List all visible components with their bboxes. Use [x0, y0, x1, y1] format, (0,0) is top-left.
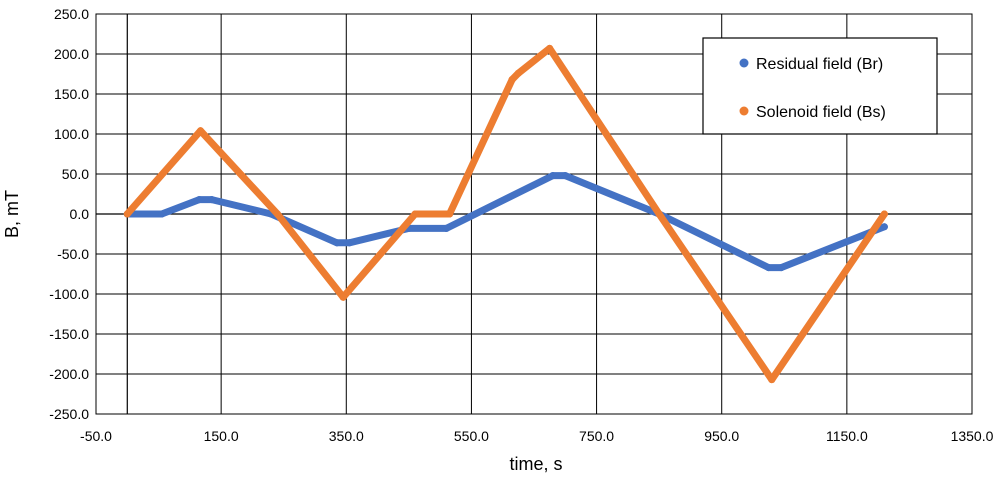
data-point: [123, 210, 131, 218]
series-line-segment: [446, 76, 516, 218]
data-point: [411, 210, 419, 218]
series-line-segment: [273, 210, 347, 301]
series-line-segment: [208, 196, 275, 218]
series-line-segment: [561, 172, 663, 218]
series-line-segment: [655, 210, 773, 272]
series-line-segment: [339, 210, 419, 301]
data-point: [339, 293, 347, 301]
data-point: [208, 196, 216, 204]
y-axis-title: B, mT: [2, 190, 22, 238]
x-tick-label: 150.0: [204, 428, 239, 444]
x-tick-label: 550.0: [454, 428, 489, 444]
data-point: [196, 127, 204, 135]
data-point: [446, 210, 454, 218]
x-tick-label: -50.0: [80, 428, 112, 444]
series-line-segment: [196, 127, 281, 218]
y-tick-label: -50.0: [57, 246, 89, 262]
legend-label-solenoid-field: Solenoid field (Bs): [756, 104, 886, 121]
data-point: [549, 172, 557, 180]
series-solenoid-field: [123, 44, 888, 384]
data-point: [655, 210, 663, 218]
data-point: [880, 210, 888, 218]
y-tick-label: 100.0: [54, 126, 89, 142]
x-tick-label: 750.0: [579, 428, 614, 444]
series-line-segment: [158, 196, 203, 218]
data-point: [561, 172, 569, 180]
y-tick-label: -150.0: [49, 326, 89, 342]
data-point: [333, 239, 341, 247]
y-tick-label: 50.0: [62, 166, 89, 182]
data-point: [273, 210, 281, 218]
y-tick-label: -200.0: [49, 366, 89, 382]
y-tick-label: -250.0: [49, 406, 89, 422]
y-axis-ticks: 250.0 200.0 150.0 100.0 50.0 0.0 -50.0 -100.0 -1…: [49, 6, 89, 422]
series-line-segment: [442, 172, 557, 232]
data-point: [765, 264, 773, 272]
series-residual-field: [123, 172, 888, 272]
x-axis-ticks: -50.0 150.0 350.0 550.0 750.0 950.0 1150.0 1350…: [80, 428, 994, 444]
x-tick-label: 950.0: [704, 428, 739, 444]
legend: Residual field (Br) Solenoid field (Bs): [702, 37, 938, 135]
legend-marker-residual-field: [739, 58, 749, 68]
y-tick-label: 200.0: [54, 46, 89, 62]
data-point: [777, 264, 785, 272]
data-point: [508, 76, 516, 84]
data-point: [195, 196, 203, 204]
data-point: [768, 376, 776, 384]
series-line-segment: [768, 210, 888, 384]
x-tick-label: 1350.0: [951, 428, 994, 444]
y-tick-label: 250.0: [54, 6, 89, 22]
series-line-segment: [514, 44, 554, 77]
y-tick-label: 0.0: [70, 206, 90, 222]
legend-marker-solenoid-field: [739, 106, 749, 116]
series-line-segment: [123, 127, 204, 218]
series: [123, 44, 888, 384]
series-line-segment: [655, 210, 776, 384]
data-point: [880, 223, 888, 231]
data-point: [546, 44, 554, 52]
data-point: [514, 69, 522, 77]
data-point: [158, 210, 166, 218]
y-tick-label: -100.0: [49, 286, 89, 302]
data-point: [345, 239, 353, 247]
legend-label-residual-field: Residual field (Br): [756, 56, 883, 73]
x-tick-label: 350.0: [329, 428, 364, 444]
series-line-segment: [546, 44, 663, 218]
x-axis-title: time, s: [509, 454, 562, 474]
x-tick-label: 1150.0: [826, 428, 868, 444]
legend-box: [702, 37, 938, 135]
y-tick-label: 150.0: [54, 86, 89, 102]
data-point: [442, 224, 450, 232]
